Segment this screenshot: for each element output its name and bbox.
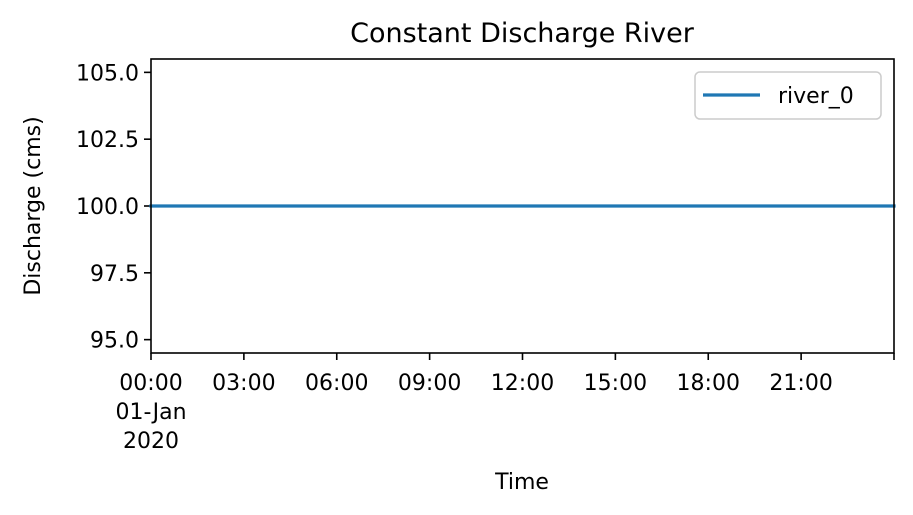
legend-label-river_0: river_0 [778, 84, 854, 109]
x-axis-label: Time [494, 470, 549, 495]
x-tick-label: 12:00 [491, 371, 554, 396]
y-tick-label: 105.0 [76, 61, 139, 86]
legend-box [694, 71, 882, 120]
y-tick-label: 102.5 [76, 128, 139, 153]
x-tick-label: 15:00 [584, 371, 647, 396]
x-tick-label: 18:00 [677, 371, 740, 396]
x-tick-label: 03:00 [212, 371, 275, 396]
legend: river_0 [694, 71, 882, 120]
y-tick-label: 95.0 [90, 329, 139, 354]
x-tick-label: 06:00 [305, 371, 368, 396]
x-tick-label: 21:00 [769, 371, 832, 396]
x-tick-label: 01-Jan [115, 400, 186, 425]
y-tick-label: 100.0 [76, 195, 139, 220]
axis-ticks: 95.0 97.5 100.0 102.5 105.0 00:00 01-Jan 2020 03… [76, 61, 895, 454]
plot-frame [150, 58, 895, 354]
x-tick-label: 2020 [123, 429, 179, 454]
chart-title: Constant Discharge River [350, 18, 695, 49]
y-tick-label: 97.5 [90, 262, 139, 287]
x-tick-label: 09:00 [398, 371, 461, 396]
x-tick-label: 00:00 [119, 371, 182, 396]
y-axis-label: Discharge (cms) [21, 116, 46, 295]
